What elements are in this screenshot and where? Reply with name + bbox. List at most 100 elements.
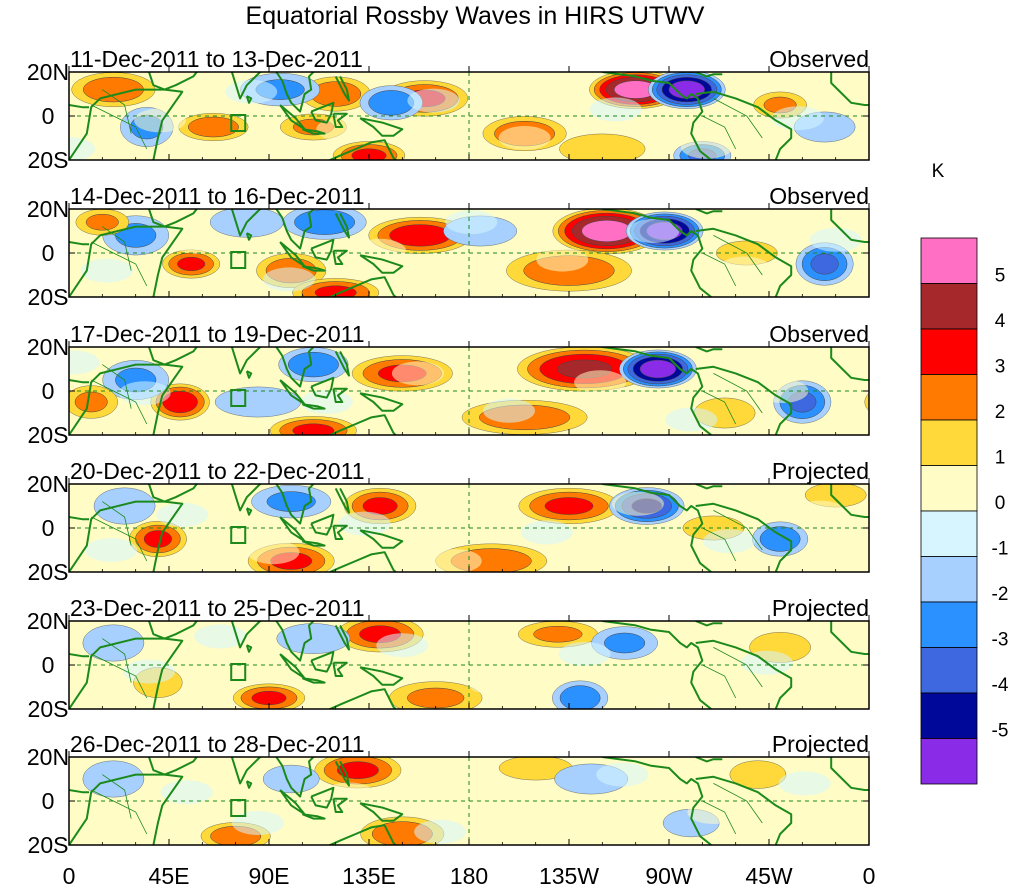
coastline-13 (695, 757, 723, 763)
x-tick-label: 45E (149, 863, 190, 889)
coastline-2 (148, 757, 199, 776)
colorbar-swatch-8 (920, 556, 978, 603)
land-outlines-1 (69, 72, 869, 160)
x-axis: 0 45E 90E 135E 180 135W 90W 45W 0 (63, 863, 876, 889)
background-wave-4-6 (611, 491, 664, 516)
background-wave-5-9 (123, 659, 175, 684)
border-2 (102, 226, 132, 271)
panel-date-label: 11-Dec-2011 to 13-Dec-2011 (70, 46, 363, 72)
background-wave-1-2 (134, 108, 187, 133)
anomaly-4-9-level--1 (93, 487, 156, 525)
border-1 (91, 516, 148, 562)
x-tick-label: 90W (645, 863, 693, 889)
coastline-3 (206, 209, 315, 250)
coastline-15 (830, 757, 869, 791)
background-wave-5-4 (467, 670, 520, 695)
coastline-1 (69, 773, 184, 845)
anomaly-4-4-level--2 (266, 491, 316, 512)
anomaly-3-2-level--5 (639, 359, 677, 379)
border-4 (713, 510, 763, 551)
background-wave-6-6 (687, 800, 740, 824)
panel-3: 20N 0 20S 17-Dec-2011 to 19-Dec-2011 Observe… (27, 321, 870, 448)
background-wave-1-7 (589, 97, 642, 122)
coastline-16 (69, 789, 89, 794)
coastline-7 (310, 650, 335, 673)
coastline-16 (69, 104, 89, 109)
coastline-16 (69, 516, 89, 521)
colorbar-swatch-7 (920, 510, 978, 557)
coastline-6 (301, 677, 326, 684)
border-1 (91, 241, 148, 287)
colorbar-swatch-6 (920, 465, 978, 512)
coastline-3 (206, 621, 315, 662)
background-wave-2-6 (536, 247, 589, 272)
y-tick-label: 0 (42, 240, 55, 266)
y-tick-label: 0 (42, 515, 55, 541)
index-box-marker (230, 799, 247, 817)
coastline-13 (695, 484, 723, 490)
anomaly-2-8-level-3 (314, 285, 357, 297)
x-tick-label: 45W (745, 863, 793, 889)
anomaly-3-10-level-1 (864, 392, 869, 412)
anomaly-3-10-level-2 (74, 391, 108, 413)
y-tick-label: 0 (42, 652, 55, 678)
panel-status-label: Projected (772, 458, 869, 484)
border-2 (102, 501, 132, 546)
y-tick-label: 20S (28, 832, 69, 858)
coastline-9 (334, 212, 350, 239)
colorbar-swatch-5 (920, 419, 978, 466)
country-borders-1 (91, 89, 763, 150)
panel-date-label: 20-Dec-2011 to 22-Dec-2011 (70, 458, 365, 484)
figure-title: Equatorial Rossby Waves in HIRS UTWV (246, 2, 705, 30)
y-tick-label: 20S (28, 696, 69, 722)
panel-date-label: 26-Dec-2011 to 28-Dec-2011 (70, 731, 365, 757)
colorbar-swatch-9 (920, 601, 978, 648)
background-wave-4-5 (520, 520, 573, 545)
coastline-8 (332, 387, 348, 403)
anomaly-2-6-level-3 (177, 256, 206, 272)
anomaly-field-5 (69, 621, 869, 709)
background-wave-2-2 (171, 230, 224, 254)
anomaly-5-3-level--2 (604, 632, 646, 654)
coastline-12 (602, 347, 712, 435)
background-wave-6-7 (778, 771, 831, 796)
country-borders-3 (91, 364, 763, 425)
coastline-9 (334, 624, 350, 651)
colorbar-swatch-11 (920, 692, 978, 739)
y-tick-label: 20N (27, 608, 69, 634)
panel-4: 20N 0 20S 20-Dec-2011 to 22-Dec-2011 Project… (27, 458, 870, 585)
background-wave-1-1 (69, 137, 95, 160)
x-tick-label: 180 (450, 863, 488, 889)
panel-date-label: 23-Dec-2011 to 25-Dec-2011 (70, 595, 365, 621)
coastline-7 (310, 786, 335, 809)
background-wave-6-9 (160, 780, 213, 805)
background-wave-3-7 (665, 407, 718, 432)
coastline-12 (602, 72, 712, 160)
background-wave-4-4 (429, 549, 482, 572)
border-3 (702, 115, 737, 150)
panel-status-label: Observed (769, 321, 869, 347)
border-3 (702, 664, 737, 699)
colorbar-swatch-1 (920, 237, 978, 284)
background-wave-1-4 (316, 117, 369, 142)
anomaly-6-6-level--1 (82, 760, 145, 798)
coastline-10 (359, 392, 404, 412)
coastline-2 (148, 484, 199, 503)
y-tick-label: 20S (28, 284, 69, 310)
background-wave-2-7 (627, 219, 680, 243)
coastline-4 (245, 95, 253, 104)
coastline-15 (830, 484, 869, 518)
anomaly-2-10-level--3 (810, 253, 839, 275)
background-wave-4-2 (247, 540, 300, 565)
coastline-13 (695, 72, 723, 78)
coastline-12 (602, 757, 712, 845)
y-tick-label: 0 (42, 378, 55, 404)
background-wave-1-6 (498, 126, 551, 150)
coastline-11 (327, 551, 398, 572)
coastline-13 (695, 347, 723, 353)
background-wave-2-3 (263, 267, 315, 292)
coastline-2 (148, 209, 199, 228)
land-outlines-6 (69, 757, 869, 845)
y-tick-label: 0 (42, 103, 55, 129)
land-outlines-3 (69, 347, 869, 435)
